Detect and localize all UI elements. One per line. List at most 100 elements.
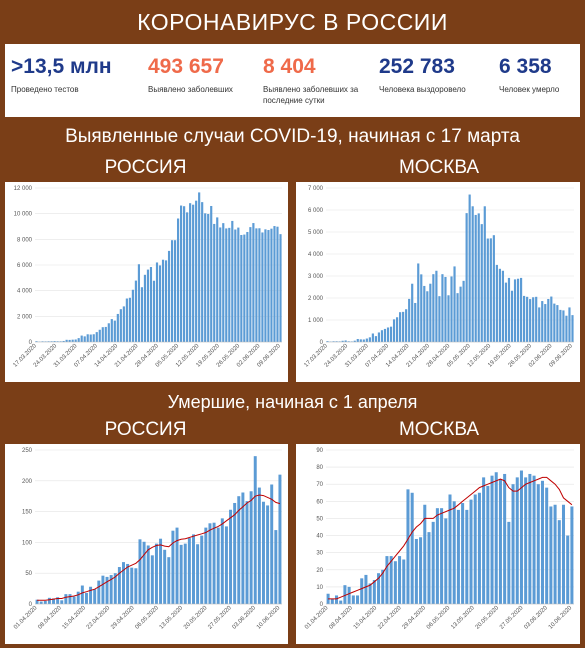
stat-label: Проведено тестов [11, 85, 79, 94]
bar [494, 472, 498, 604]
x-tick-label: 22.04.2020 [377, 605, 403, 631]
bar [334, 595, 339, 604]
bar [438, 296, 441, 342]
bar [362, 339, 365, 342]
x-tick-label: 27.05.2020 [207, 605, 233, 631]
bar [385, 556, 389, 604]
bar [562, 310, 565, 342]
bar [220, 518, 224, 604]
bar [410, 492, 414, 604]
stat-value: 493 657 [148, 55, 224, 78]
bar [176, 218, 180, 342]
y-tick-label: 2 000 [17, 314, 33, 320]
bar [486, 238, 489, 342]
bar [332, 341, 335, 342]
bar [65, 339, 68, 342]
bar [50, 341, 53, 342]
bar [155, 262, 159, 342]
bar [47, 341, 50, 342]
x-tick-label: 10.06.2020 [548, 605, 574, 631]
bar [408, 298, 411, 342]
bar [435, 508, 439, 604]
bar [149, 267, 153, 342]
bar [549, 506, 553, 604]
bar [83, 336, 86, 342]
bar [392, 319, 396, 342]
stat-label: Человека выздоровело [379, 85, 466, 94]
bar [504, 282, 508, 342]
deaths-russia-chart: 0 50 100 150 200 250 01.04.2020 08.04.2020 15.04… [5, 444, 288, 644]
y-tick-label: 6 000 [17, 263, 33, 269]
bar [163, 549, 167, 604]
bar [243, 234, 246, 342]
y-tick-label: 200 [22, 479, 33, 485]
stat-cases: 493 657 Выявлено заболевших [148, 54, 268, 95]
bar [101, 575, 105, 604]
y-tick-label: 0 [29, 340, 33, 346]
bar [540, 480, 544, 604]
y-tick-label: 20 [316, 568, 323, 574]
x-tick-label: 29.04.2020 [110, 605, 136, 631]
deaths-moscow-chart: 0 10 20 30 40 50 60 70 80 90 01.04.2020 08.04.2020 1… [296, 444, 580, 644]
bar [492, 235, 495, 342]
bar [98, 329, 101, 342]
bar [189, 203, 192, 342]
y-tick-label: 4 000 [17, 289, 33, 295]
y-tick-label: 1 000 [308, 318, 324, 324]
bar [101, 327, 104, 342]
bar [143, 274, 147, 342]
bar [568, 307, 571, 342]
bar [432, 274, 435, 342]
y-tick-label: 10 [316, 585, 323, 591]
bar [532, 475, 536, 604]
bar [547, 298, 550, 342]
bar [406, 489, 410, 604]
cases-section-title: Выявленные случаи COVID-19, начиная с 17… [0, 120, 585, 154]
bar [402, 559, 406, 604]
y-tick-label: 8 000 [17, 237, 33, 243]
bar [545, 487, 549, 604]
bar [154, 543, 158, 604]
bar [56, 341, 59, 342]
bar [216, 527, 220, 604]
x-tick-label: 20.05.2020 [183, 605, 209, 631]
bar [501, 270, 505, 342]
bar [344, 340, 347, 342]
y-tick-label: 50 [316, 516, 323, 522]
bar [140, 287, 144, 342]
bar [240, 234, 243, 342]
bar [110, 319, 113, 342]
bar [183, 543, 187, 604]
bar [93, 589, 97, 604]
y-tick-label: 2 000 [308, 296, 324, 302]
bar [119, 309, 122, 342]
bar [252, 223, 255, 342]
bar [452, 501, 456, 604]
y-tick-label: 0 [29, 602, 33, 608]
bar [453, 266, 456, 342]
bar [486, 485, 490, 604]
x-tick-label: 22.04.2020 [86, 605, 112, 631]
bar [159, 538, 163, 604]
bar [538, 307, 541, 342]
x-tick-label: 08.04.2020 [328, 605, 354, 631]
x-tick-label: 15.04.2020 [62, 605, 88, 631]
stat-new-cases: 8 404 Выявлено заболевших за последние с… [263, 54, 371, 106]
stat-deaths: 6 358 Человек умерло [499, 54, 579, 95]
bar [365, 338, 368, 342]
bar [535, 296, 538, 342]
bar [513, 279, 517, 342]
bar [360, 578, 364, 604]
bar [35, 341, 38, 342]
x-tick-label: 08.04.2020 [37, 605, 63, 631]
x-tick-label: 29.04.2020 [402, 605, 428, 631]
stat-label: Выявлено заболевших [148, 85, 233, 94]
bar [59, 341, 62, 342]
bar [208, 523, 212, 604]
x-tick-label: 03.06.2020 [523, 605, 549, 631]
bar [76, 591, 80, 604]
bar [553, 504, 557, 604]
